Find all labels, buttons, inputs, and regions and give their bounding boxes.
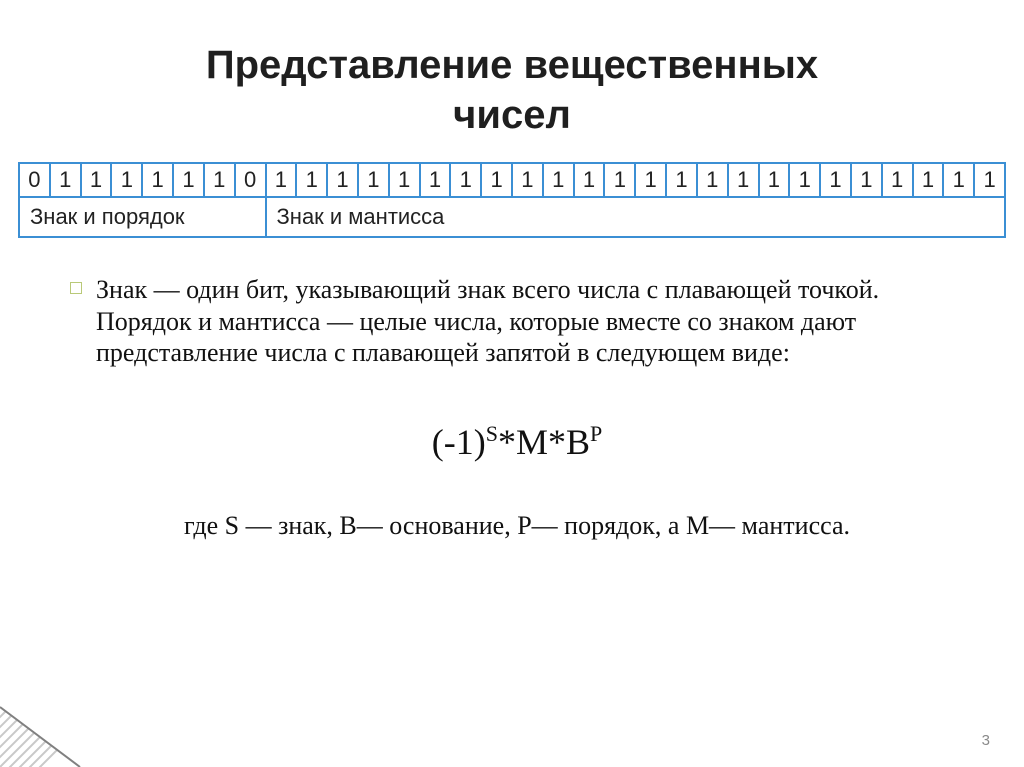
bit-cell: 1 [142, 163, 173, 197]
slide: Представление вещественных чисел 0111111… [0, 0, 1024, 767]
formula: (-1)S*M*BP [70, 421, 964, 463]
label-row: Знак и порядокЗнак и мантисса [19, 197, 1005, 237]
bit-cell: 1 [635, 163, 666, 197]
bit-cell: 1 [604, 163, 635, 197]
bit-cell: 1 [851, 163, 882, 197]
bit-cell: 0 [235, 163, 266, 197]
title-line-1: Представление вещественных [206, 43, 818, 87]
bit-cell: 1 [296, 163, 327, 197]
bit-cell: 1 [111, 163, 142, 197]
bit-cell: 1 [913, 163, 944, 197]
page-number: 3 [982, 732, 990, 749]
bit-cell: 1 [759, 163, 790, 197]
bit-cell: 1 [943, 163, 974, 197]
bit-cell: 1 [81, 163, 112, 197]
bit-cell: 1 [420, 163, 451, 197]
bit-cell: 0 [19, 163, 50, 197]
paragraph-text: Знак — один бит, указывающий знак всего … [96, 274, 964, 369]
bit-table-container: 01111110111111111111111111111111 Знак и … [18, 162, 1006, 238]
bit-cell: 1 [728, 163, 759, 197]
bit-cell: 1 [974, 163, 1005, 197]
bit-cell: 1 [450, 163, 481, 197]
bit-cell: 1 [512, 163, 543, 197]
bit-cell: 1 [389, 163, 420, 197]
title-line-2: чисел [453, 93, 571, 137]
bit-cell: 1 [358, 163, 389, 197]
bullet-paragraph: Знак — один бит, указывающий знак всего … [70, 274, 964, 369]
slide-title: Представление вещественных чисел [0, 0, 1024, 140]
bit-cell: 1 [327, 163, 358, 197]
bit-cell: 1 [882, 163, 913, 197]
bit-table: 01111110111111111111111111111111 Знак и … [18, 162, 1006, 238]
bit-cell: 1 [820, 163, 851, 197]
body-block: Знак — один бит, указывающий знак всего … [70, 274, 964, 541]
bullet-icon [70, 282, 82, 294]
corner-decoration [0, 677, 120, 767]
label-sign-exponent: Знак и порядок [19, 197, 266, 237]
label-sign-mantissa: Знак и мантисса [266, 197, 1006, 237]
bit-cell: 1 [173, 163, 204, 197]
bit-row: 01111110111111111111111111111111 [19, 163, 1005, 197]
bit-cell: 1 [697, 163, 728, 197]
bit-cell: 1 [666, 163, 697, 197]
bit-cell: 1 [204, 163, 235, 197]
bit-cell: 1 [543, 163, 574, 197]
bit-cell: 1 [50, 163, 81, 197]
bit-cell: 1 [266, 163, 297, 197]
bit-cell: 1 [574, 163, 605, 197]
bit-cell: 1 [481, 163, 512, 197]
formula-legend: где S — знак, B— основание, P— порядок, … [70, 511, 964, 541]
bit-cell: 1 [789, 163, 820, 197]
